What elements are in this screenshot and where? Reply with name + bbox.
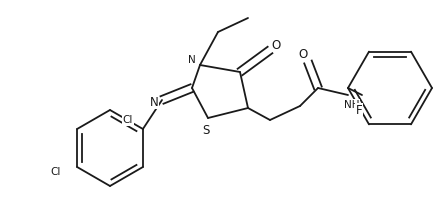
Text: NH: NH <box>344 100 360 110</box>
Text: O: O <box>298 47 308 60</box>
Text: Cl: Cl <box>123 115 133 125</box>
Text: O: O <box>271 38 281 51</box>
Text: S: S <box>202 124 210 137</box>
Text: Cl: Cl <box>50 167 60 177</box>
Text: F: F <box>356 104 362 117</box>
Text: N: N <box>150 96 158 109</box>
Text: N: N <box>188 55 196 65</box>
